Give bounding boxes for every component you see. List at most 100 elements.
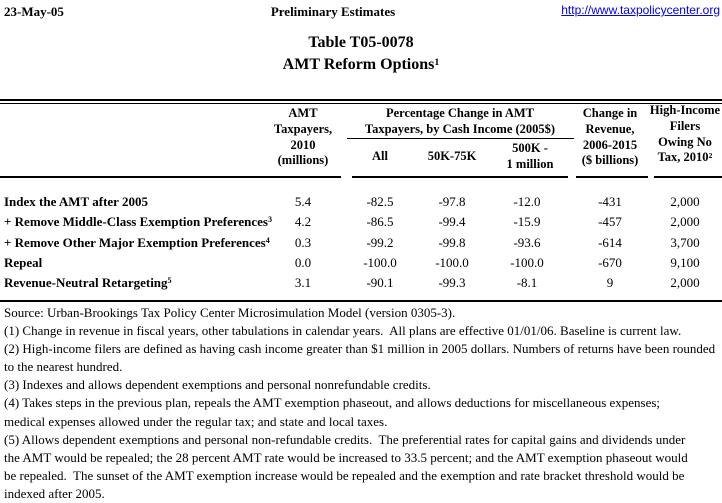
revenue-header-line2: Revenue,	[585, 121, 635, 136]
row-label-text: + Remove Other Major Exemption Preferenc…	[4, 235, 266, 250]
row-label-text: Index the AMT after 2005	[4, 194, 148, 209]
cell-pct-50k-75k: -100.0	[435, 255, 469, 270]
cell-pct-500k-1m: -15.9	[513, 214, 541, 229]
source-note: Source: Urban-Brookings Tax Policy Cente…	[4, 305, 456, 320]
cell-change-in-revenue: -431	[598, 194, 622, 209]
cell-amt-taxpayers: 0.0	[294, 255, 312, 270]
taxpolicycenter-link[interactable]: http://www.taxpolicycenter.org	[561, 3, 720, 17]
header-bottom-rule-seg4	[654, 176, 722, 178]
cell-change-in-revenue: -670	[598, 255, 622, 270]
table-main-title: AMT Reform Options1	[0, 56, 722, 74]
row-label-text: + Remove Middle-Class Exemption Preferen…	[4, 214, 268, 229]
footnote-3: (3) Indexes and allows dependent exempti…	[4, 377, 431, 393]
cell-pct-500k-1m: -100.0	[510, 255, 544, 270]
table-row: Repeal 0.0 -100.0 -100.0 -100.0 -670 9,1…	[0, 255, 722, 275]
table-row: + Remove Middle-Class Exemption Preferen…	[0, 214, 722, 234]
row-footnote-marker: 5	[167, 276, 172, 286]
high-income-header-line4-text: Tax, 2010	[657, 150, 709, 165]
footnote-5-line4: indexed after 2005.	[4, 485, 105, 501]
footnote-4-line1: (4) Takes steps in the previous plan, re…	[4, 395, 661, 411]
amt-header-line2: Taxpayers,	[273, 121, 333, 136]
subcolumn-500k-line1: 500K -	[512, 141, 548, 155]
row-label: Repeal	[4, 255, 42, 271]
high-income-header-line1: High-Income	[649, 103, 721, 117]
table-number-title: Table T05-0078	[308, 34, 414, 51]
cell-pct-500k-1m: -93.6	[513, 235, 541, 250]
amt-header-line1: AMT	[288, 106, 318, 120]
column-group-header-pct-change: Percentage Change in AMT Taxpayers, by C…	[345, 106, 575, 138]
footnotes-section: Source: Urban-Brookings Tax Policy Cente…	[4, 304, 720, 503]
row-label-text: Revenue-Neutral Retargeting	[4, 275, 168, 290]
table-top-rule-inner	[0, 103, 722, 104]
revenue-header-line4: ($ billions)	[581, 153, 639, 168]
subcolumn-header-all: All	[372, 149, 388, 163]
revenue-header-line3: 2006-2015	[582, 137, 638, 152]
amt-header-line3: 2010	[290, 137, 316, 152]
footnote-2-line1: (2) High-income filers are defined as ha…	[4, 341, 716, 357]
header-bottom-rule-seg1	[0, 176, 341, 178]
pct-group-line2: Taxpayers, by Cash Income (2005$)	[364, 121, 556, 136]
cell-high-income-filers: 3,700	[670, 235, 700, 250]
header-bottom-rule-seg3	[576, 176, 648, 178]
cell-pct-all: -99.2	[366, 235, 394, 250]
cell-high-income-filers: 9,100	[670, 255, 700, 270]
row-footnote-marker: 3	[268, 215, 273, 225]
table-bottom-rule	[0, 300, 722, 302]
table-row: Index the AMT after 2005 5.4 -82.5 -97.8…	[0, 194, 722, 214]
cell-amt-taxpayers: 0.3	[294, 235, 312, 250]
cell-pct-all: -82.5	[366, 194, 394, 209]
table-main-title-text: AMT Reform Options	[282, 56, 435, 73]
subcolumn-500k-line2: 1 million	[506, 156, 554, 171]
cell-high-income-filers: 2,000	[670, 275, 700, 290]
footnote-4-line2: medical expenses allowed under the regul…	[4, 413, 388, 429]
subcolumn-header-50k-75k: 50K-75K	[427, 149, 477, 163]
subcolumn-header-500k-1m: 500K - 1 million	[490, 141, 570, 173]
high-income-header-line2: Filers	[669, 118, 701, 133]
cell-pct-50k-75k: -99.3	[438, 275, 466, 290]
cell-high-income-filers: 2,000	[670, 214, 700, 229]
row-label: + Remove Other Major Exemption Preferenc…	[4, 235, 270, 251]
high-income-header-line3: Owing No	[658, 134, 712, 149]
cell-amt-taxpayers: 5.4	[294, 194, 312, 209]
cell-pct-50k-75k: -97.8	[438, 194, 466, 209]
title-footnote-marker: 1	[434, 56, 440, 68]
footnote-5-line1: (5) Allows dependent exemptions and pers…	[4, 431, 686, 447]
table-top-rule-outer	[0, 99, 722, 101]
pct-group-line1: Percentage Change in AMT	[385, 106, 535, 120]
header-bottom-rule-seg2	[352, 176, 568, 178]
column-header-high-income-filers: High-Income Filers Owing No Tax, 20102	[648, 103, 722, 167]
table-row: Revenue-Neutral Retargeting5 3.1 -90.1 -…	[0, 275, 722, 295]
row-footnote-marker: 4	[265, 236, 270, 246]
amt-header-line4: (millions)	[277, 153, 329, 168]
footnote-2-line2: to the nearest hundred.	[4, 359, 123, 375]
row-label: Index the AMT after 2005	[4, 194, 148, 210]
row-label: Revenue-Neutral Retargeting5	[4, 275, 172, 291]
footnote-5-line3: be repealed. The sunset of the AMT exemp…	[4, 467, 685, 483]
cell-amt-taxpayers: 4.2	[294, 214, 312, 229]
cell-pct-all: -86.5	[366, 214, 394, 229]
row-label-text: Repeal	[4, 255, 43, 270]
footnote-5-line2: the AMT would be repealed; the 28 percen…	[4, 449, 688, 465]
cell-pct-50k-75k: -99.4	[438, 214, 466, 229]
table-row: + Remove Other Major Exemption Preferenc…	[0, 235, 722, 255]
cell-pct-all: -100.0	[363, 255, 397, 270]
cell-high-income-filers: 2,000	[670, 194, 700, 209]
footnote-1: (1) Change in revenue in fiscal years, o…	[4, 323, 682, 339]
row-label: + Remove Middle-Class Exemption Preferen…	[4, 214, 272, 230]
report-date: 23-May-05	[4, 4, 64, 19]
cell-pct-all: -90.1	[366, 275, 394, 290]
cell-amt-taxpayers: 3.1	[294, 275, 312, 290]
cell-change-in-revenue: 9	[606, 275, 614, 290]
preliminary-estimates-label: Preliminary Estimates	[270, 4, 396, 19]
cell-pct-500k-1m: -12.0	[513, 194, 541, 209]
high-income-header-line4: Tax, 20102	[648, 150, 722, 167]
cell-pct-50k-75k: -99.8	[438, 235, 466, 250]
column-header-change-in-revenue: Change in Revenue, 2006-2015 ($ billions…	[570, 106, 650, 169]
column-header-amt-taxpayers: AMT Taxpayers, 2010 (millions)	[262, 106, 344, 169]
cell-pct-500k-1m: -8.1	[516, 275, 538, 290]
income-group-underline	[347, 138, 574, 139]
high-income-footnote-marker: 2	[708, 150, 713, 160]
cell-change-in-revenue: -457	[598, 214, 622, 229]
cell-change-in-revenue: -614	[598, 235, 622, 250]
